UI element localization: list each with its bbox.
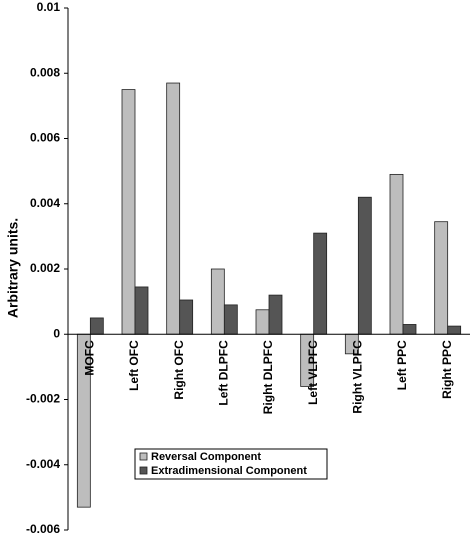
y-tick-label: 0 [53,326,60,340]
bar [268,294,283,335]
x-tick-label: MOFC [83,340,97,376]
y-tick-label: 0.004 [30,196,60,210]
x-tick-label: Right PPC [440,340,454,399]
y-axis-label: Arbitrary units. [5,218,21,318]
y-tick-label: -0.002 [26,392,60,406]
bar [402,324,417,335]
legend-label: Extradimensional Component [151,465,307,477]
legend-label: Reversal Component [151,451,261,463]
x-tick-label: Left VLPFC [306,340,320,405]
y-tick-label: 0.006 [30,131,60,145]
y-tick-label: -0.004 [26,457,60,471]
bar [447,325,462,335]
legend-box [134,448,328,480]
bar [89,317,104,335]
y-tick-label: 0.002 [30,261,60,275]
bar [166,82,181,335]
bar [255,309,270,335]
x-tick-label: Right DLPFC [261,340,275,414]
bar [134,286,149,335]
x-tick-label: Left OFC [127,340,141,391]
x-tick-label: Left PPC [395,340,409,390]
legend-swatch [139,466,148,475]
bar [313,232,328,335]
y-tick-label: 0.01 [37,0,61,14]
bar [121,89,136,335]
bar [210,268,225,335]
bar [179,299,194,335]
bar [389,173,404,335]
x-tick-label: Right VLPFC [351,340,365,414]
bar [434,221,449,335]
legend-swatch [139,452,148,461]
bar [357,196,372,335]
bar [223,304,238,335]
x-tick-label: Right OFC [172,340,186,400]
y-tick-label: -0.006 [26,522,60,536]
y-tick-label: 0.008 [30,65,60,79]
x-tick-label: Left DLPFC [217,340,231,406]
